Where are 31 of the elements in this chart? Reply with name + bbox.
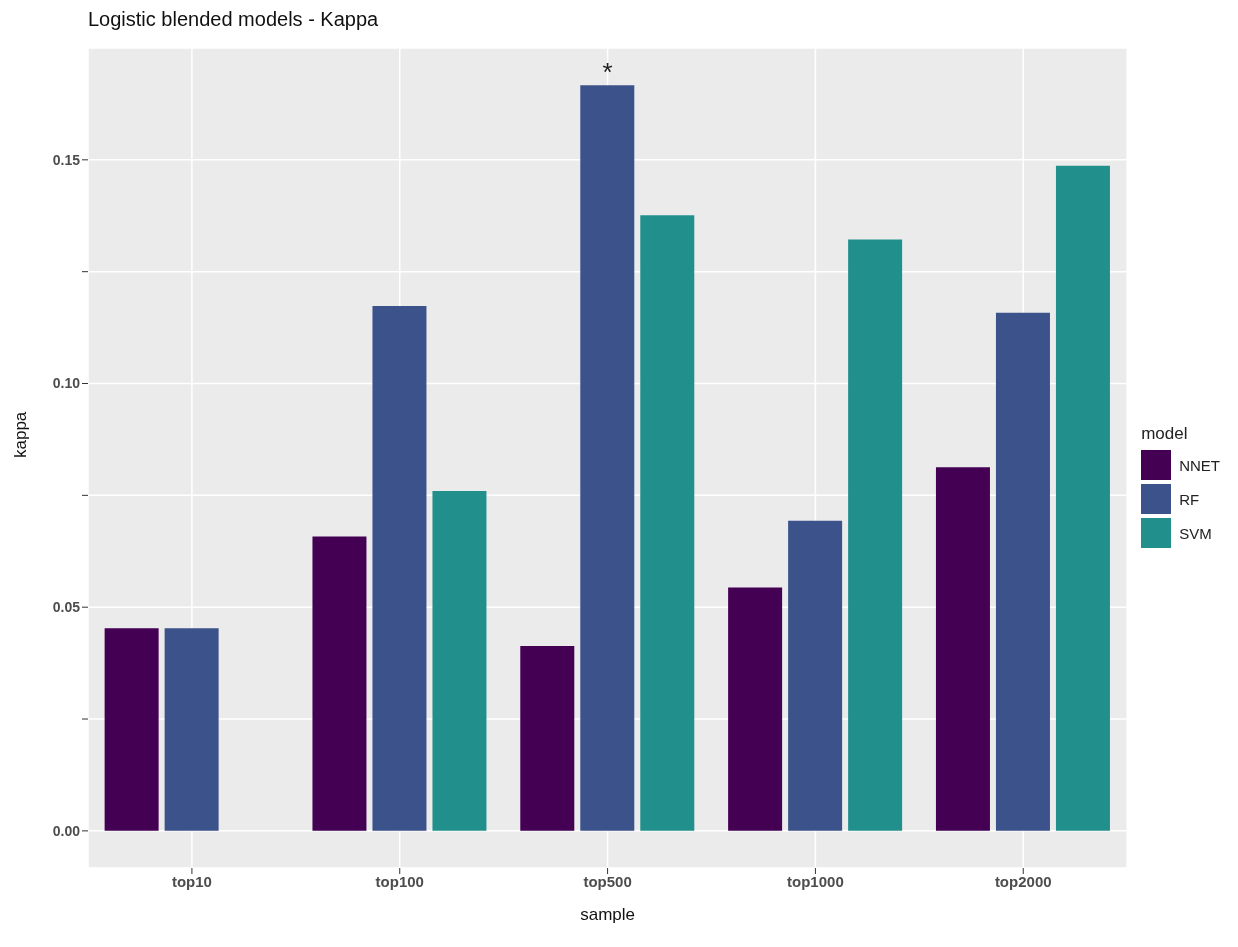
bar	[312, 536, 367, 831]
x-axis-title: sample	[580, 905, 635, 924]
bar	[580, 85, 635, 831]
bar	[1055, 165, 1110, 831]
bar	[104, 628, 159, 831]
x-tick-label: top500	[583, 872, 632, 890]
y-tick-label: 0.10	[52, 375, 81, 392]
bar	[372, 306, 427, 831]
bar	[728, 587, 783, 831]
legend-title: model	[1141, 424, 1189, 444]
x-tick-label: top2000	[994, 872, 1052, 890]
bar	[788, 520, 843, 831]
x-tick-label: top100	[375, 872, 424, 890]
bar	[432, 490, 487, 831]
y-tick-label: 0.00	[52, 822, 81, 839]
y-axis-title: kappa	[11, 411, 31, 458]
x-tick-label: top10	[171, 872, 212, 890]
y-tick-label: 0.15	[52, 151, 81, 168]
x-tick-label: top1000	[787, 872, 844, 890]
bar	[848, 239, 903, 831]
legend-label: SVM	[1179, 524, 1212, 542]
chart-title: Logistic blended models - Kappa	[88, 8, 380, 32]
annotation: *	[602, 57, 613, 88]
legend-label: NNET	[1179, 456, 1220, 474]
legend-label: RF	[1179, 490, 1200, 508]
bar	[935, 467, 990, 831]
bar	[164, 628, 219, 831]
bar	[995, 312, 1050, 831]
y-tick-label: 0.05	[52, 599, 81, 616]
bar	[520, 646, 575, 831]
bar	[640, 215, 695, 831]
